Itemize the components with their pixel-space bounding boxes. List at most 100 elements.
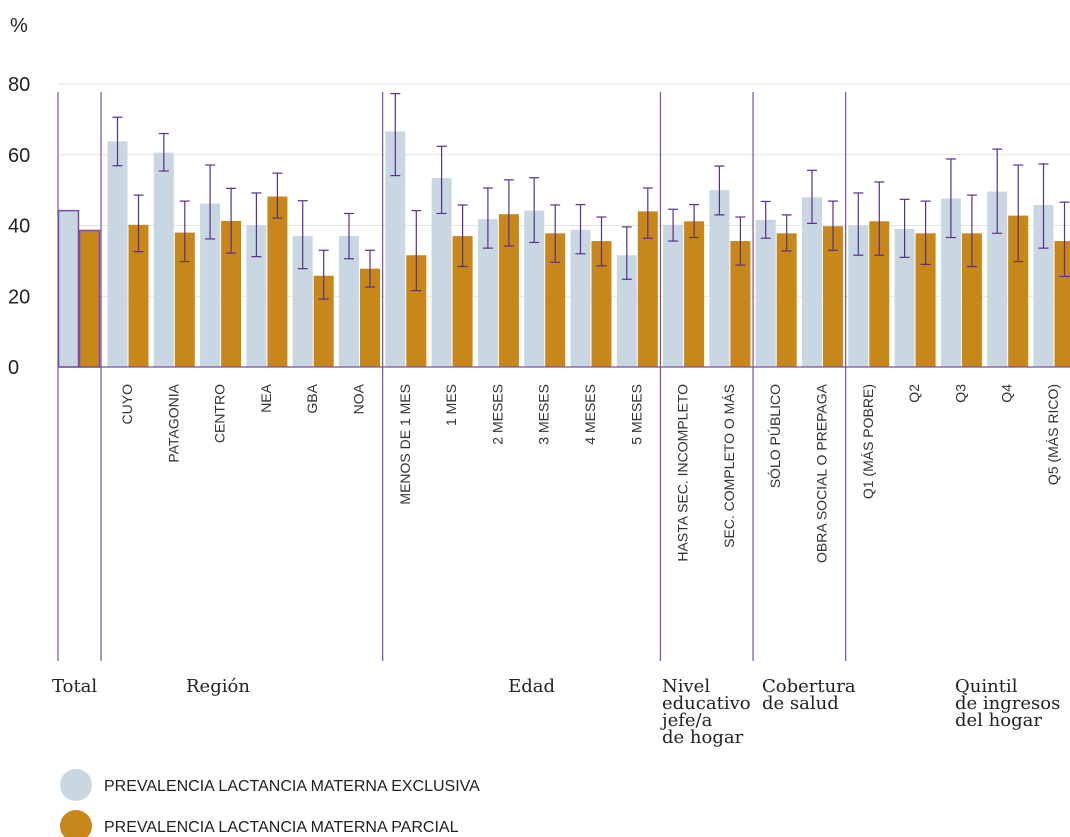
group-label: Cobertura (762, 676, 856, 697)
bar-exclusiva (987, 191, 1008, 367)
x-tick-label: Q4 (999, 384, 1015, 403)
x-tick-label: NOA (351, 383, 367, 414)
x-tick-label: CUYO (119, 384, 135, 425)
bar-parcial (823, 226, 843, 367)
bar-parcial (776, 233, 797, 367)
bar-exclusiva (153, 152, 174, 367)
bar-parcial (498, 214, 519, 367)
bar-exclusiva (1033, 204, 1054, 367)
legend-swatch-exclusiva (60, 769, 92, 801)
legend-label-exclusiva: PREVALENCIA LACTANCIA MATERNA EXCLUSIVA (104, 778, 480, 795)
x-tick-label: 4 MESES (582, 384, 598, 445)
bar-exclusiva (570, 229, 591, 367)
group-label: Edad (508, 676, 555, 697)
x-tick-label: SÓLO PÚBLICO (767, 384, 783, 488)
error-bar-exclusiva (992, 148, 1003, 234)
error-bar-parcial (365, 249, 375, 288)
group-label: Nivel (662, 676, 710, 697)
bar-exclusiva (894, 229, 915, 367)
group-label: de hogar (662, 727, 744, 748)
error-bar-exclusiva (1038, 163, 1049, 249)
error-bar-exclusiva (853, 192, 864, 256)
bar-exclusiva (755, 219, 776, 367)
x-tick-label: Q1 (MÁS POBRE) (860, 384, 876, 499)
error-bar-parcial (133, 194, 144, 253)
group-label: jefe/a (660, 710, 713, 731)
group-label: Total (52, 676, 97, 697)
error-bar-parcial (874, 181, 885, 256)
legend-label-parcial: PREVALENCIA LACTANCIA MATERNA PARCIAL (104, 819, 459, 836)
group-label: Región (186, 676, 250, 697)
bar-parcial (730, 241, 751, 367)
error-bar-parcial (226, 187, 237, 254)
x-tick-label: 3 MESES (536, 384, 552, 445)
bar-parcial (78, 229, 101, 368)
bar-exclusiva (200, 203, 221, 367)
bar-exclusiva (477, 219, 498, 367)
bar-parcial (360, 268, 380, 367)
bar-parcial (174, 232, 195, 367)
error-bar-parcial (689, 204, 700, 239)
bar-exclusiva (107, 141, 128, 367)
x-tick-label: PATAGONIA (165, 383, 181, 462)
bar-exclusiva (524, 210, 545, 367)
error-bar-parcial (596, 216, 607, 267)
error-bar-parcial (1013, 164, 1024, 263)
error-bar-exclusiva (436, 145, 447, 215)
bar-parcial (637, 211, 658, 367)
x-tick-label: Q5 (MÁS RICO) (1045, 384, 1061, 485)
x-tick-label: CENTRO (212, 384, 228, 443)
y-tick-label: 20 (8, 286, 30, 308)
x-tick-label: OBRA SOCIAL O PREPAGA (814, 383, 830, 563)
bar-parcial (915, 233, 936, 367)
error-bar-exclusiva (112, 116, 123, 167)
error-bar-exclusiva (205, 164, 216, 240)
error-bar-parcial (179, 200, 190, 263)
error-bar-exclusiva (344, 212, 354, 260)
bar-exclusiva (848, 225, 869, 367)
bar-parcial (267, 196, 288, 367)
y-tick-label: 40 (8, 216, 30, 238)
bar-exclusiva (616, 255, 637, 367)
error-bar-exclusiva (390, 92, 401, 177)
x-tick-label: 5 MESES (628, 384, 644, 445)
y-tick-label: 0 (8, 357, 19, 379)
error-bar-parcial (272, 172, 283, 219)
error-bar-exclusiva (575, 204, 586, 255)
error-bar-parcial (318, 249, 329, 300)
group-label: de salud (762, 693, 839, 714)
error-bar-exclusiva (714, 165, 725, 216)
bar-exclusiva (431, 178, 452, 367)
bar-exclusiva (940, 198, 961, 367)
x-tick-label: Q2 (906, 384, 922, 403)
error-bar-parcial (781, 214, 792, 252)
bar-parcial (1054, 241, 1070, 367)
bar-exclusiva (339, 236, 359, 367)
x-tick-label: 1 MES (443, 384, 459, 426)
bar-parcial (545, 233, 566, 367)
error-bar-parcial (411, 210, 422, 292)
error-bar-exclusiva (158, 132, 169, 172)
bar-exclusiva (709, 190, 730, 367)
error-bar-exclusiva (807, 169, 817, 224)
error-bar-exclusiva (297, 200, 308, 270)
bar-parcial (1008, 215, 1029, 367)
error-bar-parcial (920, 200, 931, 266)
bar-parcial (869, 221, 890, 367)
error-bar-exclusiva (760, 200, 771, 239)
x-tick-label: Q3 (952, 384, 968, 403)
x-tick-label: 2 MESES (489, 384, 505, 445)
error-bar-parcial (503, 179, 514, 247)
bar-parcial (128, 224, 149, 367)
error-bar-parcial (550, 204, 561, 263)
x-tick-label: NEA (258, 383, 274, 412)
bar-parcial (221, 220, 242, 367)
error-bar-parcial (966, 194, 977, 268)
bar-parcial (452, 236, 473, 367)
group-label: educativo (662, 693, 751, 714)
group-label: Quintil (955, 676, 1018, 697)
y-tick-label: 60 (8, 145, 30, 167)
error-bar-exclusiva (899, 198, 910, 258)
